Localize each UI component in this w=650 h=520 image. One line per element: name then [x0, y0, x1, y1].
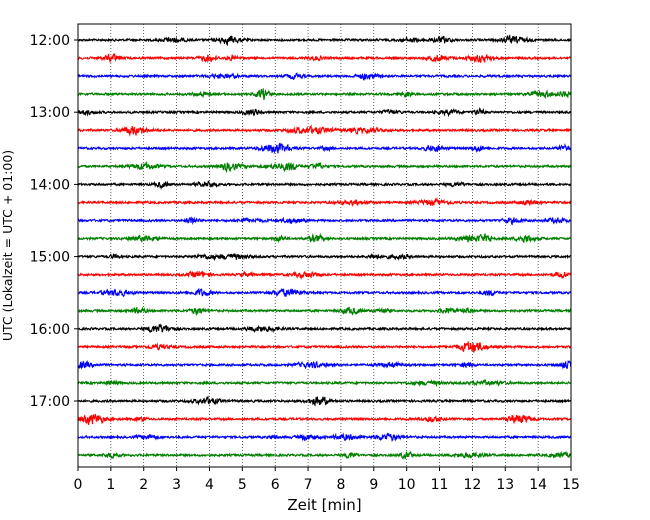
y-tick-label: 12:00 — [30, 33, 70, 49]
x-axis-ticks: 0 1 2 3 4 5 6 7 8 9 10 11 12 13 14 15 — [74, 467, 580, 493]
trace-1545 — [77, 306, 572, 317]
trace-1615 — [77, 341, 572, 353]
x-tick-label: 13 — [496, 477, 514, 493]
trace-1530 — [77, 287, 572, 298]
trace-1330 — [77, 142, 572, 155]
trace-1415 — [77, 197, 572, 207]
x-tick-label: 8 — [336, 477, 345, 493]
trace-1630 — [77, 359, 572, 370]
x-tick-label: 10 — [398, 477, 416, 493]
traces — [77, 34, 572, 460]
x-tick-label: 12 — [463, 477, 481, 493]
x-tick-label: 3 — [172, 477, 181, 493]
trace-1430 — [77, 216, 572, 226]
y-tick-label: 13:00 — [30, 105, 70, 121]
trace-1715 — [77, 413, 572, 425]
x-tick-label: 1 — [106, 477, 115, 493]
x-tick-label: 5 — [238, 477, 247, 493]
y-tick-label: 16:00 — [30, 322, 70, 338]
x-tick-label: 15 — [562, 477, 580, 493]
trace-1400 — [77, 180, 572, 191]
trace-1200 — [77, 34, 572, 47]
trace-1515 — [77, 270, 572, 280]
trace-1230 — [77, 71, 572, 81]
x-tick-label: 11 — [431, 477, 449, 493]
x-gridlines — [110, 24, 539, 467]
plot-background — [78, 24, 571, 467]
trace-1315 — [77, 124, 572, 137]
trace-1445 — [77, 232, 572, 244]
trace-1645 — [77, 378, 572, 388]
trace-1345 — [77, 161, 572, 174]
x-tick-label: 14 — [529, 477, 547, 493]
x-tick-label: 4 — [205, 477, 214, 493]
trace-1730 — [77, 432, 572, 443]
trace-1245 — [77, 88, 572, 100]
trace-1700 — [77, 395, 572, 407]
y-tick-label: 15:00 — [30, 250, 70, 266]
y-axis-ticks: 12:00 13:00 14:00 15:00 16:00 17:00 — [30, 33, 78, 410]
x-tick-label: 2 — [139, 477, 148, 493]
trace-1215 — [77, 53, 572, 64]
y-tick-label: 17:00 — [30, 394, 70, 410]
x-tick-label: 7 — [304, 477, 313, 493]
x-tick-label: 0 — [74, 477, 83, 493]
plot-frame — [77, 23, 572, 468]
x-tick-label: 9 — [369, 477, 378, 493]
trace-1600 — [77, 323, 572, 334]
trace-1300 — [77, 107, 572, 118]
y-axis-label: UTC (Lokalzeit = UTC + 01:00) — [0, 150, 15, 341]
x-tick-label: 6 — [271, 477, 280, 493]
trace-1500 — [77, 253, 572, 262]
x-axis-label: Zeit [min] — [287, 496, 361, 514]
y-tick-label: 14:00 — [30, 177, 70, 193]
trace-1745 — [77, 450, 572, 460]
